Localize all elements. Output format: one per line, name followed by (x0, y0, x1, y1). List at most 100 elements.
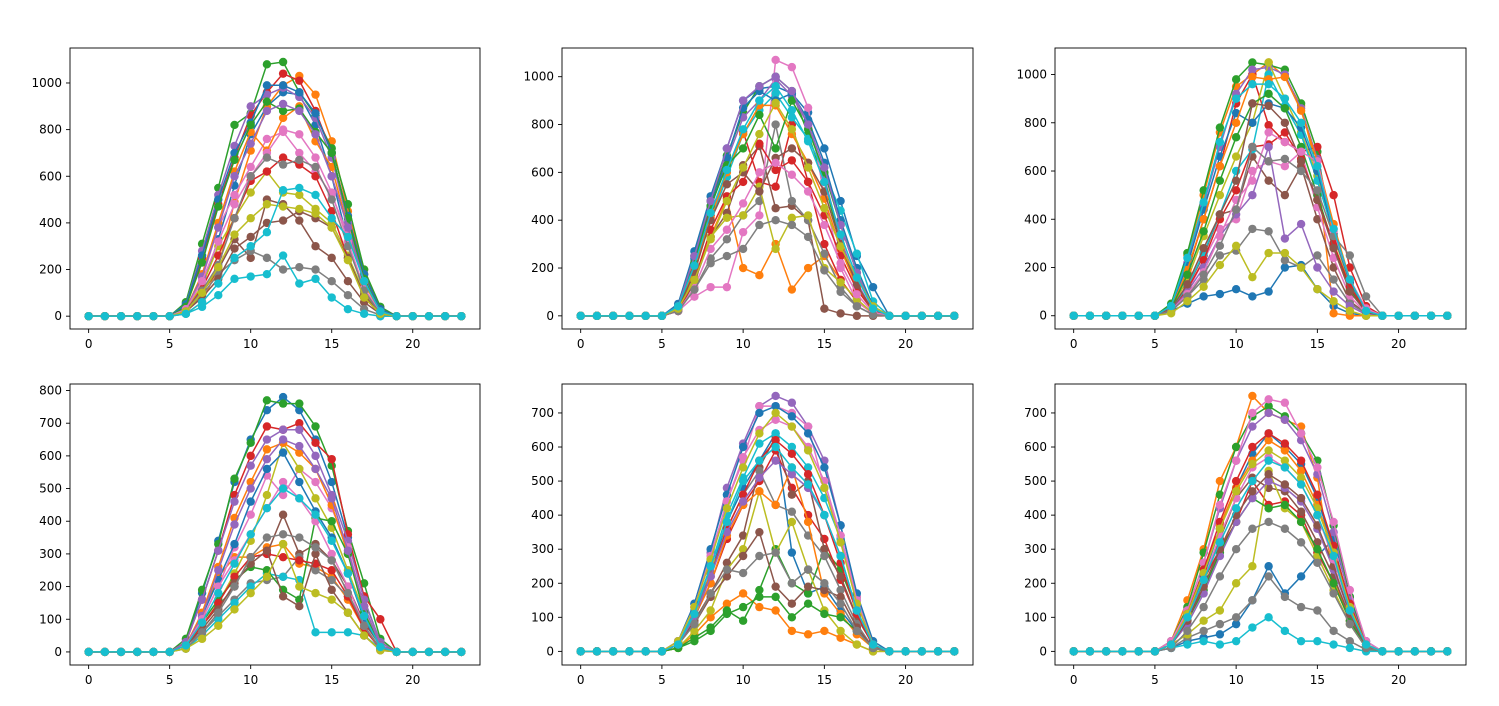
data-point (1264, 79, 1273, 89)
data-point (1248, 118, 1257, 127)
data-point (311, 464, 320, 474)
data-point (327, 253, 336, 263)
data-point (246, 552, 255, 562)
data-point (738, 497, 748, 506)
data-point (197, 595, 207, 604)
x-tick-label: 20 (898, 673, 913, 687)
data-point (1264, 128, 1273, 137)
series-line (1073, 245, 1448, 317)
data-point (343, 290, 353, 300)
data-point (1248, 272, 1257, 282)
y-tick-label: 100 (1024, 610, 1047, 624)
data-point (1248, 190, 1257, 200)
data-point (278, 572, 288, 581)
data-point (771, 144, 780, 153)
data-point (755, 196, 764, 206)
data-point (1361, 292, 1371, 301)
data-point (278, 113, 288, 123)
data-point (133, 311, 142, 321)
x-tick-label: 5 (166, 337, 174, 351)
data-point (278, 530, 288, 539)
data-point (1264, 456, 1273, 465)
series-line (1073, 521, 1448, 653)
data-point (755, 401, 764, 411)
data-point (295, 441, 304, 451)
data-point (311, 628, 320, 637)
data-point (1361, 306, 1371, 316)
data-point (738, 476, 748, 486)
data-point (311, 109, 320, 118)
data-point (376, 307, 385, 316)
data-point (690, 275, 699, 285)
data-point (1280, 446, 1290, 455)
data-point (1296, 166, 1306, 176)
data-point (1248, 524, 1257, 533)
data-point (1280, 104, 1290, 113)
data-point (246, 214, 255, 223)
data-point (1199, 198, 1208, 207)
series-line (580, 99, 955, 317)
data-point (1085, 647, 1095, 656)
data-point (1264, 613, 1273, 622)
data-point (230, 520, 239, 529)
data-point (738, 453, 748, 462)
data-point (771, 548, 780, 557)
data-point (262, 405, 272, 415)
series-line (1073, 93, 1448, 317)
data-point (592, 647, 602, 656)
data-point (722, 572, 732, 581)
data-point (1231, 504, 1241, 513)
data-point (722, 235, 732, 244)
data-point (868, 304, 878, 313)
data-point (1264, 517, 1273, 527)
data-point (1280, 137, 1290, 147)
y-tick-label: 300 (1024, 542, 1047, 556)
data-point (820, 463, 829, 472)
data-point (901, 311, 910, 321)
data-point (787, 144, 797, 153)
series-line (580, 592, 955, 653)
data-point (803, 582, 813, 591)
data-point (1296, 263, 1306, 272)
data-point (1296, 106, 1306, 115)
data-point (1134, 311, 1143, 320)
series-line (580, 162, 955, 317)
data-point (230, 253, 239, 263)
data-point (803, 589, 813, 598)
data-point (230, 572, 239, 581)
data-point (327, 293, 336, 302)
data-point (820, 551, 829, 561)
data-point (1215, 630, 1225, 639)
series-line (1073, 83, 1448, 317)
data-point (1215, 524, 1225, 533)
data-point (771, 442, 780, 452)
series-group (1069, 391, 1452, 656)
data-point (1329, 287, 1338, 296)
data-point (1296, 466, 1306, 476)
data-point (706, 562, 715, 571)
data-point (1248, 493, 1257, 503)
data-point (359, 309, 369, 319)
data-point (738, 177, 748, 187)
data-point (311, 265, 320, 274)
x-tick-label: 20 (1391, 673, 1406, 687)
data-point (262, 106, 272, 116)
data-point (787, 220, 797, 230)
data-point (771, 55, 780, 65)
data-point (755, 129, 764, 139)
data-point (1296, 147, 1306, 156)
data-point (1280, 524, 1290, 533)
data-point (1378, 311, 1387, 320)
series-line (580, 551, 955, 653)
series-line (88, 91, 462, 317)
data-point (803, 480, 813, 489)
data-point (1296, 429, 1306, 438)
data-point (836, 633, 845, 642)
data-point (262, 153, 272, 162)
data-point (787, 599, 797, 608)
data-point (327, 223, 336, 232)
data-point (1345, 636, 1355, 646)
x-tick-label: 0 (1070, 673, 1078, 687)
data-point (1345, 287, 1355, 296)
